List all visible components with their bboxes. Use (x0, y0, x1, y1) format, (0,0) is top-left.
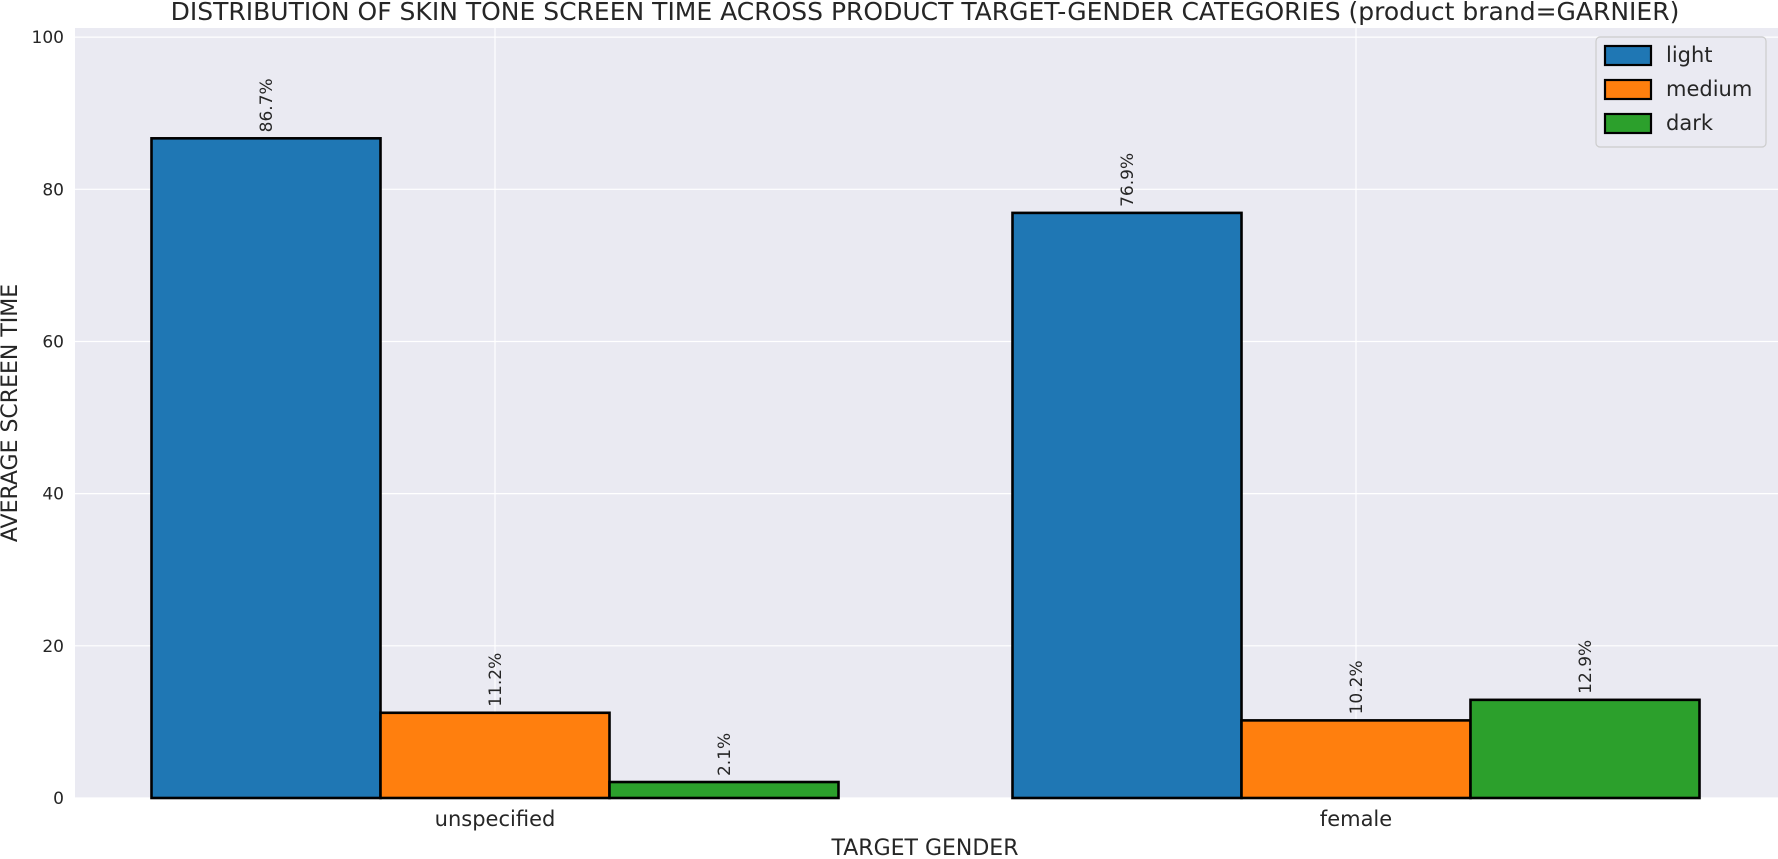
y-tick-labels: 0 20 40 60 80 100 (32, 28, 64, 809)
data-label: 76.9% (1118, 153, 1138, 207)
legend-label-dark: dark (1666, 111, 1714, 135)
data-label: 11.2% (486, 653, 506, 707)
chart-title: DISTRIBUTION OF SKIN TONE SCREEN TIME AC… (171, 0, 1680, 26)
data-label: 12.9% (1576, 640, 1596, 694)
legend-swatch-medium (1603, 78, 1653, 101)
y-tick-label: 80 (42, 180, 64, 200)
x-axis-label: TARGET GENDER (831, 836, 1019, 859)
y-tick-label: 100 (32, 28, 64, 48)
bar-dark-female (1469, 698, 1701, 800)
data-label: 2.1% (715, 733, 735, 776)
legend-label-light: light (1666, 43, 1713, 67)
x-tick-label: unspecified (435, 807, 556, 831)
x-tick-labels: unspecified female (435, 807, 1393, 831)
y-tick-label: 20 (42, 637, 64, 657)
legend-label-medium: medium (1666, 77, 1752, 101)
bar-medium-female (1240, 719, 1472, 800)
data-labels: 86.7% 76.9% 11.2% 10.2% 2.1% 12.9% (257, 78, 1596, 776)
y-tick-label: 0 (53, 789, 64, 809)
y-axis-label: AVERAGE SCREEN TIME (0, 284, 23, 542)
data-label: 86.7% (257, 78, 277, 132)
y-tick-label: 60 (42, 332, 64, 352)
bar-medium-unspecified (379, 711, 611, 800)
y-tick-label: 40 (42, 485, 64, 505)
legend-swatch-dark (1603, 112, 1653, 135)
legend-swatch-light (1603, 44, 1653, 67)
data-label: 10.2% (1347, 660, 1367, 714)
x-tick-label: female (1320, 807, 1392, 831)
bar-light-unspecified (150, 137, 382, 800)
bars (150, 137, 1701, 800)
legend: light medium dark (1595, 36, 1767, 148)
bar-dark-unspecified (608, 780, 840, 800)
bar-light-female (1011, 211, 1243, 800)
